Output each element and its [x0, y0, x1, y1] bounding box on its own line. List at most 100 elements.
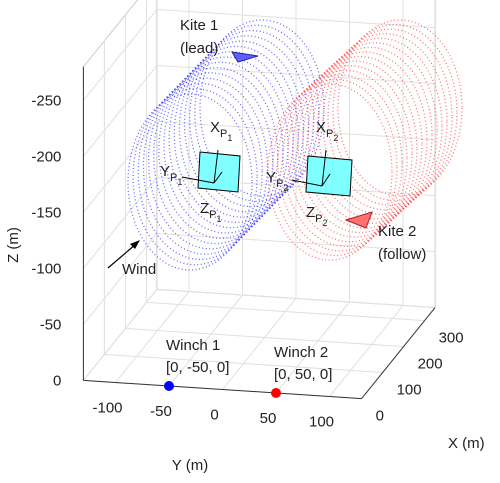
grid-line: [275, 301, 350, 394]
z-tick-label: -250: [31, 92, 61, 109]
path-ring: [307, 46, 433, 225]
annotation: Kite 2: [378, 223, 416, 240]
grid-line: [125, 327, 404, 348]
grid-line: [83, 121, 158, 213]
x-tick-label: 100: [397, 382, 422, 399]
path-ring: [267, 83, 393, 261]
path-ring: [173, 45, 299, 224]
grid-line: [115, 291, 190, 383]
grid-line: [83, 289, 158, 381]
path-ring: [147, 72, 274, 250]
grid-line: [146, 301, 425, 322]
frame-subsub: 1: [227, 133, 232, 143]
kite-frame-1: [181, 149, 241, 193]
frame-subsub: 2: [323, 218, 328, 228]
frame-sub: P: [326, 128, 333, 140]
path-ring: [168, 51, 294, 229]
frame-axis: Z: [306, 204, 315, 221]
frame-label: ZP1: [200, 200, 222, 224]
z-tick-label: 0: [53, 372, 61, 389]
annotation: (lead): [180, 40, 218, 57]
axes: -100 -50 0 50 100 0 100 200 300 0 -50 -100 -150 -200 -…: [5, 66, 485, 474]
wind-arrow: [107, 240, 140, 269]
path-ring: [317, 37, 443, 215]
frame-axis: Y: [160, 163, 170, 180]
x-tick-label: 200: [418, 356, 443, 373]
winch-point: [164, 381, 174, 391]
path-ring: [194, 24, 320, 202]
path-ring: [272, 78, 398, 257]
path-ring: [292, 60, 418, 238]
annotation: Kite 1: [180, 17, 218, 34]
frame-label: XP1: [210, 119, 232, 143]
frame-label: YP2: [266, 169, 288, 193]
frame-axis: X: [316, 119, 326, 136]
path-ring: [153, 66, 279, 245]
series-name: Winch 1: [166, 337, 220, 354]
path-ring: [297, 55, 423, 234]
y-axis-label: Y (m): [172, 457, 208, 474]
path-ring: [142, 77, 269, 255]
kite-1: [231, 51, 259, 63]
annotation: Wind: [122, 261, 156, 278]
grid-line: [156, 288, 436, 309]
frame-sub: P: [220, 128, 227, 140]
series-name: Winch 2: [274, 344, 328, 361]
z-tick-label: -50: [40, 316, 62, 333]
x-axis-label: X (m): [448, 435, 485, 452]
winch-point: [271, 388, 281, 398]
y-tick-label: -50: [150, 403, 172, 420]
path-ring: [337, 19, 463, 197]
axis-line: [361, 307, 436, 399]
grid-line: [168, 294, 243, 387]
grid-line: [83, 233, 158, 325]
grid-line: [156, 120, 436, 141]
x-tick-label: 300: [439, 330, 464, 347]
path-ring: [302, 51, 428, 229]
grid-line: [222, 298, 297, 390]
frame-label: XP2: [316, 119, 338, 143]
frame-subsub: 2: [283, 183, 288, 193]
flight-paths: [127, 19, 463, 271]
z-axis-label: Z (m): [5, 227, 22, 263]
y-tick-label: 0: [210, 407, 218, 424]
path-ring: [178, 40, 305, 218]
path-ring: [287, 65, 413, 243]
path-ring: [277, 74, 403, 252]
frame-axis: Z: [200, 200, 209, 217]
frame-axis: X: [210, 119, 220, 136]
z-tick-label: -100: [31, 260, 61, 277]
frame-sub: P: [170, 172, 177, 184]
frame-subsub: 2: [333, 133, 338, 143]
path-ring: [199, 19, 325, 197]
grid: [82, 0, 436, 400]
grid-line: [329, 305, 404, 397]
grid-line: [83, 177, 158, 269]
box-edge: [83, 0, 138, 68]
z-tick-label: -150: [31, 204, 61, 221]
path-ring: [327, 28, 453, 206]
path-ring: [312, 42, 438, 220]
axis-line: [83, 379, 362, 400]
frame-sub: P: [209, 209, 216, 221]
grid-line: [156, 64, 436, 85]
path-ring: [282, 69, 408, 247]
marks: Winch 1 [0, -50, 0] Winch 2 [0, 50, 0]: [164, 337, 332, 398]
frame-axis: Y: [266, 169, 276, 186]
grid-line: [156, 8, 436, 29]
grid-line: [104, 353, 383, 374]
path-ring: [127, 93, 253, 271]
point-label: [0, 50, 0]: [274, 366, 332, 383]
y-tick-label: 50: [260, 410, 277, 427]
frame-label: ZP2: [306, 204, 328, 228]
grid-line: [156, 232, 436, 253]
frame-subsub: 1: [217, 214, 222, 224]
x-tick-label: 0: [376, 408, 384, 425]
path-ring: [332, 23, 458, 202]
kite-2: [344, 211, 373, 229]
frame-sub: P: [276, 178, 283, 190]
point-label: [0, -50, 0]: [166, 359, 229, 376]
annotation: (follow): [378, 246, 426, 263]
